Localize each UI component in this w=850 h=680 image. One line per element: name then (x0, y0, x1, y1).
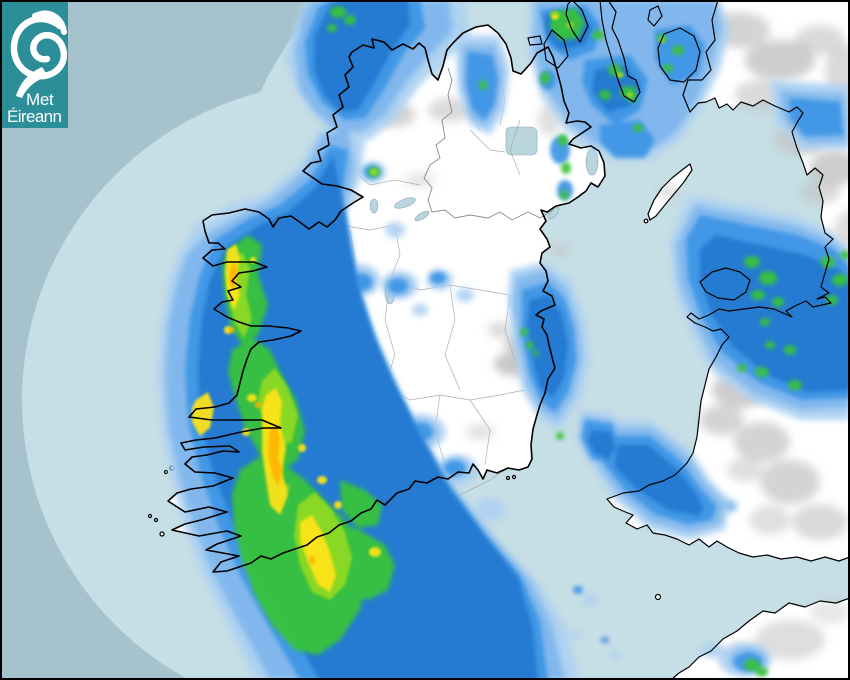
ni-border (423, 67, 554, 221)
hurricane-spiral-icon (10, 10, 68, 98)
isle-of-man-coastline (647, 163, 693, 221)
lough-neagh (505, 126, 538, 156)
met-eireann-logo: Met Éireann (2, 2, 68, 128)
devon-coastline (670, 597, 850, 680)
coastlines (167, 0, 850, 680)
logo-text-line1: Met (26, 90, 54, 109)
ireland-coastline (167, 24, 606, 573)
britain-coastline (606, 0, 850, 562)
logo-text-line2: Éireann (7, 107, 62, 126)
kintyre-coastline (599, 0, 641, 103)
